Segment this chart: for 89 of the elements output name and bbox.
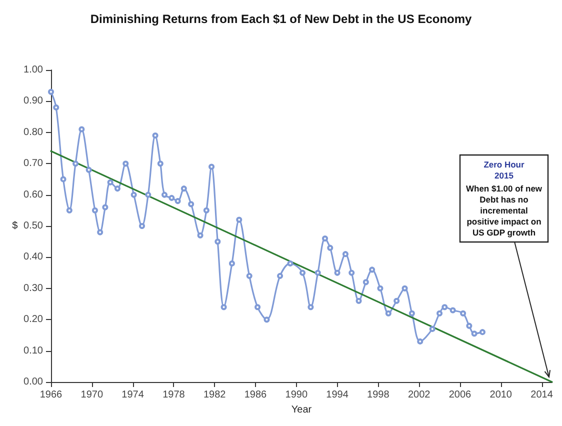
point: [60, 176, 66, 182]
x-tick-label: 1974: [122, 390, 144, 400]
point: [408, 310, 415, 316]
point: [236, 216, 242, 223]
x-tick-label: 2006: [448, 390, 472, 400]
point: [246, 272, 252, 279]
point: [48, 88, 54, 95]
point: [161, 192, 168, 198]
point: [78, 126, 85, 132]
y-tick-label: 0.80: [24, 126, 44, 138]
x-tick-label: 1990: [285, 390, 308, 400]
point: [429, 326, 436, 332]
x-tick-label: 1978: [162, 390, 186, 400]
point: [139, 223, 145, 229]
y-tick-label: 0.50: [24, 220, 44, 232]
point: [300, 270, 306, 276]
point: [356, 298, 362, 304]
point: [334, 270, 340, 276]
point: [130, 192, 137, 198]
point: [385, 310, 392, 316]
annotation: Zero Hour 2015: [484, 160, 525, 180]
x-tick-label: 1994: [326, 390, 349, 400]
point: [442, 304, 448, 310]
point: [287, 260, 294, 266]
point: [188, 201, 194, 208]
point: [145, 192, 152, 198]
point: [460, 310, 466, 316]
point: [92, 207, 98, 214]
point: [342, 251, 348, 258]
point: [450, 307, 456, 314]
x-tick-label: 2014: [530, 390, 554, 400]
x-tick-label: 2002: [408, 390, 431, 400]
y-tick-label: 0.00: [24, 376, 44, 388]
point: [348, 270, 355, 276]
point: [471, 330, 478, 337]
point: [86, 166, 92, 173]
y-tick-label: 0.60: [24, 189, 44, 200]
point: [327, 244, 334, 251]
point: [203, 207, 210, 214]
chart-title: Diminishing Returns from Each $1 of New Debt in the US Economy: [90, 12, 472, 26]
x-tick-label: 1970: [80, 390, 104, 400]
y-tick-label: 0.70: [24, 158, 44, 170]
y-tick-label: 0.30: [24, 282, 44, 294]
x-axis-title: Year: [291, 404, 312, 416]
annotation: When $1.00 of new Debt has no incremental positive impact on US GDP growth: [466, 184, 542, 238]
point: [369, 266, 376, 273]
y-axis-title: $: [12, 220, 18, 232]
point: [102, 204, 108, 210]
point: [394, 298, 400, 304]
x-tick-label: 1982: [203, 390, 226, 400]
point: [254, 304, 261, 310]
point: [107, 179, 114, 186]
x-tick-label: 1998: [367, 390, 390, 400]
point: [220, 304, 227, 310]
point: [214, 238, 221, 245]
y-tick-label: 0.90: [24, 96, 44, 107]
point: [174, 198, 181, 204]
point: [114, 186, 120, 192]
point: [479, 329, 486, 336]
point: [197, 232, 204, 238]
x-tick-label: 1966: [40, 390, 63, 400]
point: [208, 164, 215, 170]
point: [228, 260, 235, 266]
point: [417, 338, 424, 344]
point: [436, 310, 443, 316]
point: [72, 160, 79, 167]
point: [466, 322, 472, 329]
y-tick-label: 0.40: [24, 252, 44, 263]
point: [308, 304, 314, 310]
point: [53, 104, 60, 110]
x-tick-label: 2010: [490, 390, 512, 400]
point: [180, 186, 187, 192]
point: [377, 285, 384, 292]
point: [362, 279, 369, 286]
point: [152, 132, 158, 139]
point: [122, 160, 129, 167]
point: [277, 272, 284, 279]
point: [168, 194, 175, 201]
point: [66, 207, 72, 214]
point: [314, 270, 321, 276]
y-tick-label: 0.20: [24, 314, 44, 326]
point: [157, 160, 164, 167]
y-tick-label: 1.00: [24, 64, 44, 76]
point: [264, 316, 270, 323]
x-tick-label: 1986: [244, 390, 268, 400]
point: [402, 285, 408, 292]
point: [322, 235, 328, 242]
y-tick-label: 0.10: [24, 345, 44, 356]
point: [97, 229, 104, 236]
